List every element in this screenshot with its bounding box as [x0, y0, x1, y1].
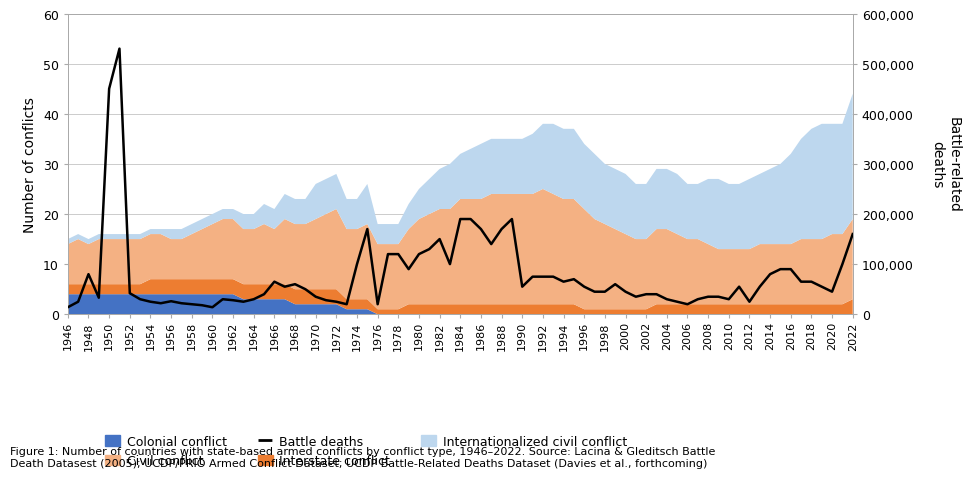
Y-axis label: Number of conflicts: Number of conflicts: [23, 97, 37, 232]
Y-axis label: Battle-related
deaths: Battle-related deaths: [930, 117, 960, 212]
Text: Figure 1: Number of countries with state-based armed conflicts by conflict type,: Figure 1: Number of countries with state…: [10, 446, 715, 468]
Legend: Colonial conflict, Civil conflict, Battle deaths, Interstate conflict, Internati: Colonial conflict, Civil conflict, Battl…: [106, 435, 627, 467]
